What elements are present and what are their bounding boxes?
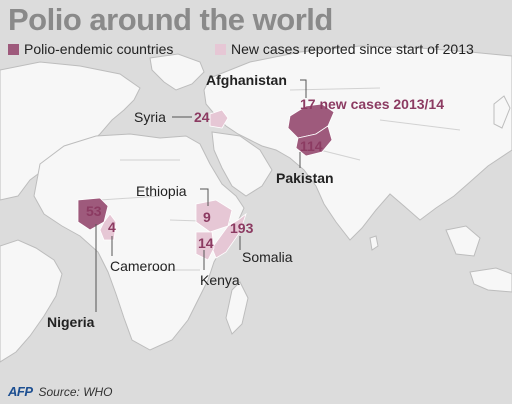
eurasia-landmass: [203, 45, 512, 241]
indonesia-islands: [469, 267, 512, 293]
ethiopia-cases: 9: [203, 209, 211, 225]
pakistan-cases: 114: [300, 138, 323, 154]
legend-swatch-endemic: [8, 44, 19, 55]
north-america-landmass: [0, 61, 141, 201]
southeast-asia-islands: [445, 225, 481, 257]
legend-label-endemic: Polio-endemic countries: [24, 41, 174, 57]
afghanistan-cases: 17 new cases 2013/14: [300, 96, 445, 112]
syria-highlight: [209, 109, 229, 129]
leader-lines: [95, 79, 307, 312]
ethiopia-label: Ethiopia: [136, 183, 187, 199]
page-title: Polio around the world: [8, 2, 333, 37]
legend-swatch-new-cases: [215, 44, 226, 55]
legend-endemic: Polio-endemic countries: [8, 41, 173, 57]
somalia-label: Somalia: [242, 249, 293, 265]
south-america-landmass: [0, 239, 63, 363]
afp-logo: AFP: [8, 384, 33, 399]
cameroon-label: Cameroon: [110, 258, 176, 274]
africa-landmass: [33, 133, 245, 351]
syria-cases: 24: [194, 109, 210, 125]
footer: AFP Source: WHO: [8, 384, 113, 400]
sri-lanka-landmass: [369, 235, 379, 251]
kenya-cases: 14: [198, 235, 214, 251]
source-text: Source: WHO: [38, 385, 113, 399]
syria-label: Syria: [134, 109, 166, 125]
cameroon-highlight: [99, 213, 117, 241]
afghanistan-label: Afghanistan: [206, 72, 287, 88]
ethiopia-leader: [200, 188, 209, 206]
cameroon-cases: 4: [108, 219, 116, 235]
somalia-cases: 193: [230, 220, 254, 236]
pakistan-label: Pakistan: [276, 170, 334, 186]
arabia-landmass: [211, 131, 273, 197]
nigeria-cases: 53: [86, 203, 102, 219]
legend-new-cases: New cases reported since start of 2013: [215, 41, 474, 57]
madagascar-landmass: [225, 281, 249, 335]
pakistan-highlight: [295, 125, 333, 157]
nigeria-label: Nigeria: [47, 314, 95, 330]
legend-label-new-cases: New cases reported since start of 2013: [231, 41, 474, 57]
kenya-highlight: [195, 231, 215, 261]
afghanistan-leader: [300, 79, 307, 98]
kenya-label: Kenya: [200, 272, 240, 288]
greenland-landmass: [149, 53, 205, 91]
japan-landmass: [493, 95, 511, 129]
